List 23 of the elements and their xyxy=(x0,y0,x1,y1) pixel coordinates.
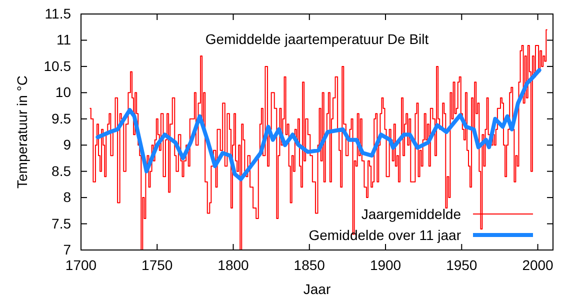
y-tick-label: 8 xyxy=(63,189,72,206)
y-tick-label: 10 xyxy=(55,84,72,100)
x-tick-label: 1700 xyxy=(65,256,97,273)
line-series xyxy=(96,68,542,182)
x-tick-label: 1850 xyxy=(294,256,326,273)
x-axis-title: Jaar xyxy=(303,281,331,297)
x-tick-label: 1800 xyxy=(218,256,250,273)
y-axis-title: Temperatuur in °C xyxy=(14,76,30,188)
x-tick-label: 2000 xyxy=(522,256,554,273)
x-tick-label: 1900 xyxy=(370,256,402,273)
y-tick-label: 9 xyxy=(63,136,72,153)
y-tick-label: 11.5 xyxy=(44,5,72,22)
y-tick-label: 11 xyxy=(56,32,72,48)
y-tick-label: 7.5 xyxy=(52,215,72,232)
y-tick-label: 8.5 xyxy=(52,162,72,179)
y-tick-label: 10.5 xyxy=(44,58,72,74)
legend-label: Gemiddelde over 11 jaar xyxy=(308,227,462,243)
y-tick-label: 9.5 xyxy=(52,110,72,126)
y-tick-label: 7 xyxy=(63,241,72,258)
x-tick-label: 1950 xyxy=(446,256,478,273)
x-tick-label: 1750 xyxy=(142,256,173,273)
legend-label: Jaargemiddelde xyxy=(361,206,462,222)
text: Gemiddelde jaartemperatuur De Bilt xyxy=(205,31,429,47)
